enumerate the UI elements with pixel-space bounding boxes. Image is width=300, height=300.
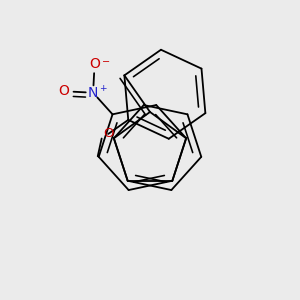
Text: N: N	[88, 86, 98, 100]
Text: +: +	[99, 84, 106, 93]
Text: O: O	[103, 128, 113, 140]
Text: −: −	[102, 57, 110, 67]
Text: O: O	[58, 84, 70, 98]
Text: O: O	[89, 57, 100, 71]
